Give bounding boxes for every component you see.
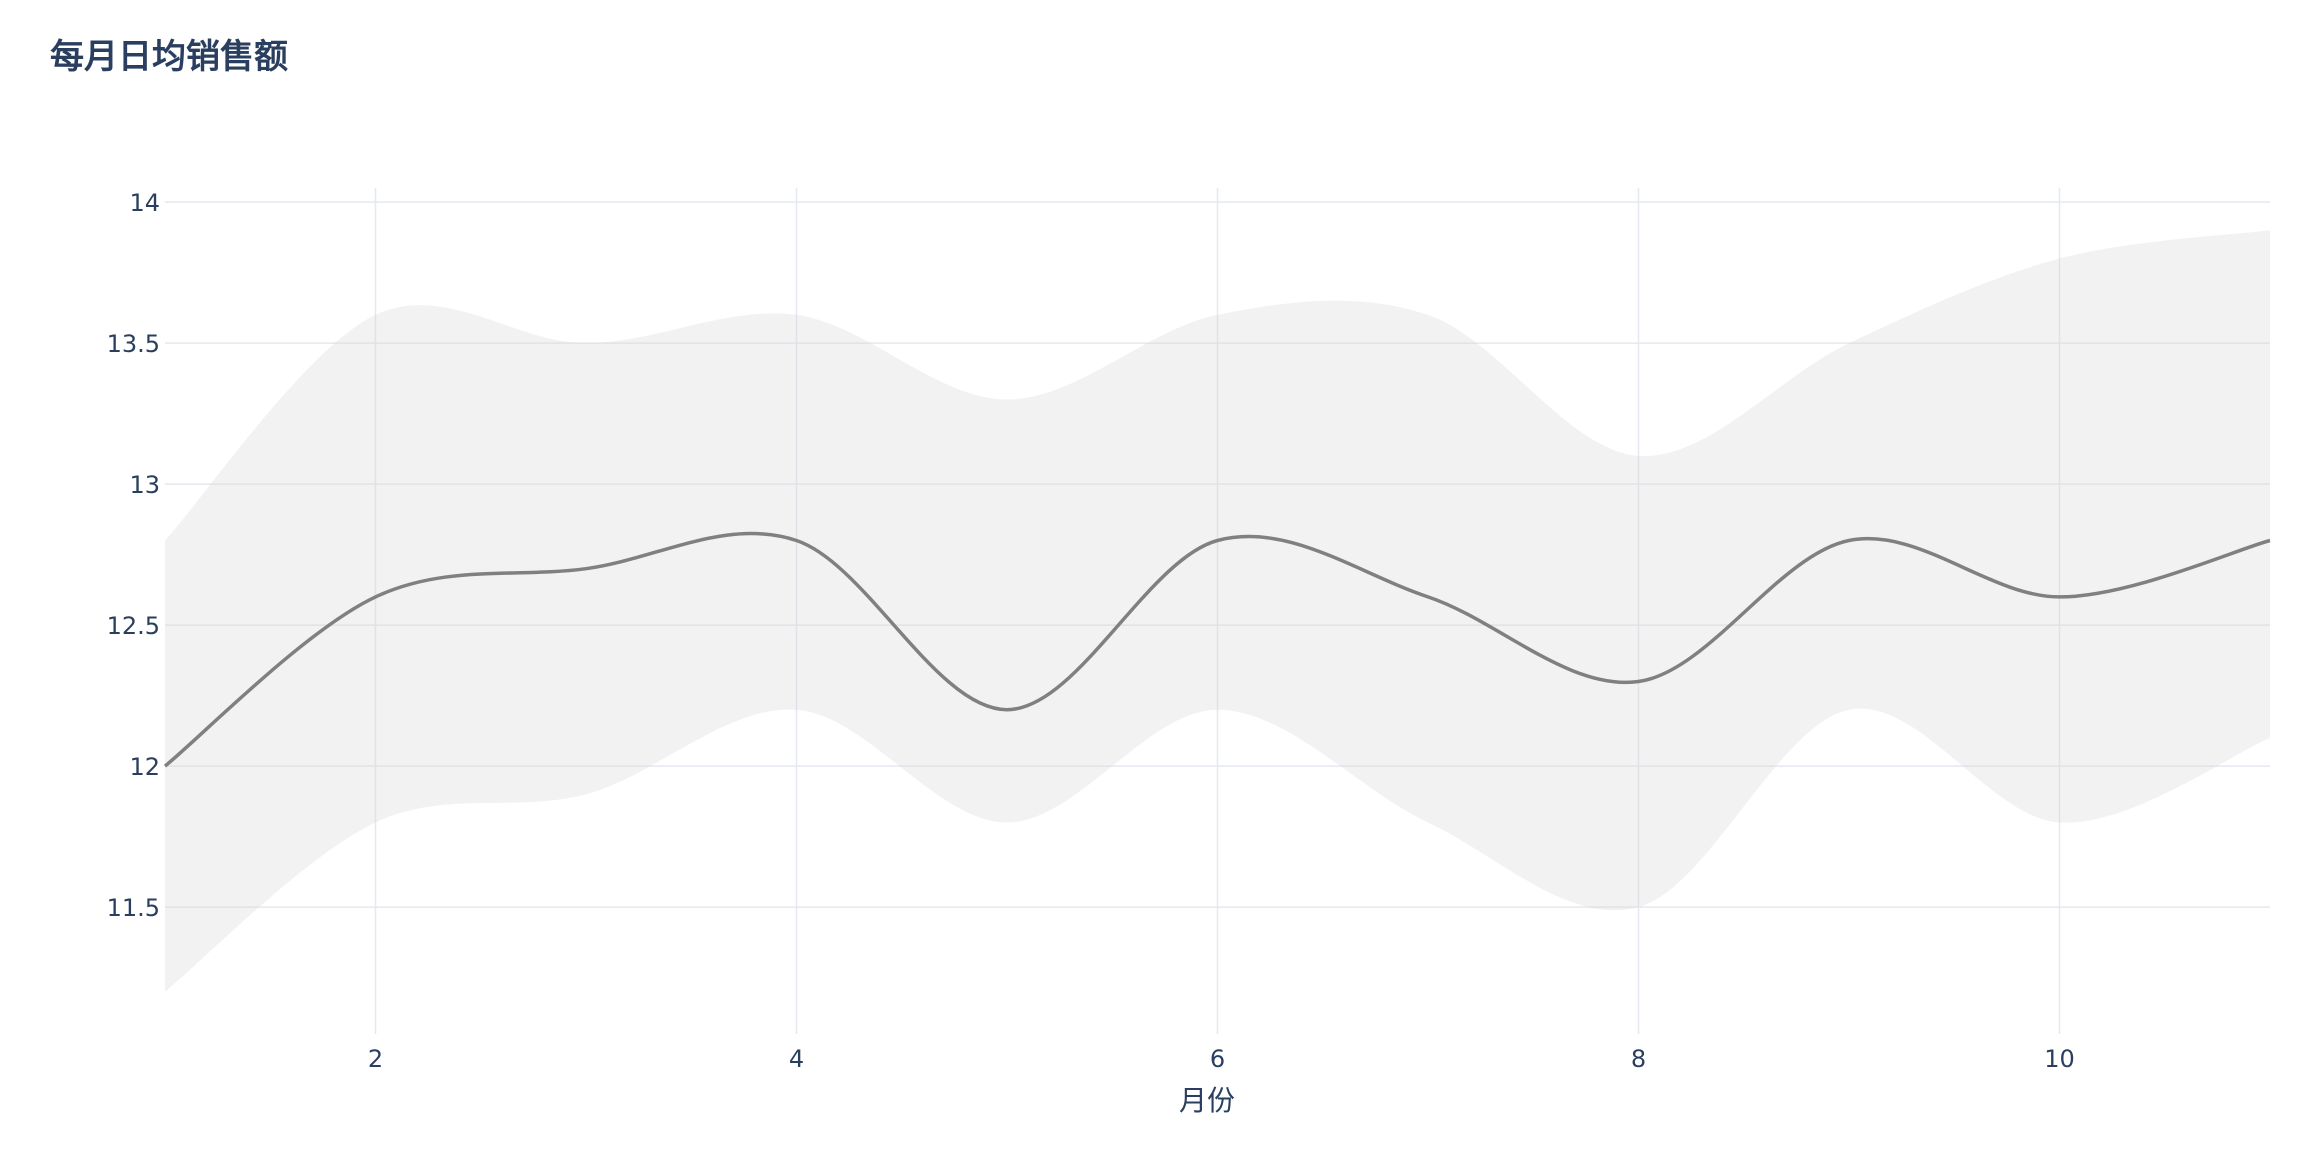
x-axis-ticks: 2 4 6 8 10 xyxy=(368,1045,2075,1073)
x-tick-label: 8 xyxy=(1631,1045,1646,1073)
y-axis-ticks: 11.5 12 12.5 13 13.5 14 xyxy=(107,189,160,922)
y-tick-label: 14 xyxy=(129,189,160,217)
series-lines xyxy=(163,531,2271,768)
y-tick-label: 13.5 xyxy=(107,330,160,358)
confidence-band xyxy=(165,230,2270,992)
x-tick-label: 10 xyxy=(2044,1045,2075,1073)
y-tick-label: 11.5 xyxy=(107,894,160,922)
grid xyxy=(165,188,2270,1034)
x-tick-label: 6 xyxy=(1210,1045,1225,1073)
y-tick-label: 12.5 xyxy=(107,612,160,640)
confidence-band-area xyxy=(165,230,2270,992)
x-tick-label: 2 xyxy=(368,1045,383,1073)
x-axis-title: 月份 xyxy=(1179,1084,1235,1117)
chart-title: 每月日均销售额 xyxy=(50,37,288,77)
y-tick-label: 12 xyxy=(129,753,160,781)
x-tick-label: 4 xyxy=(789,1045,804,1073)
series-line xyxy=(163,531,2271,768)
y-tick-label: 13 xyxy=(129,471,160,499)
